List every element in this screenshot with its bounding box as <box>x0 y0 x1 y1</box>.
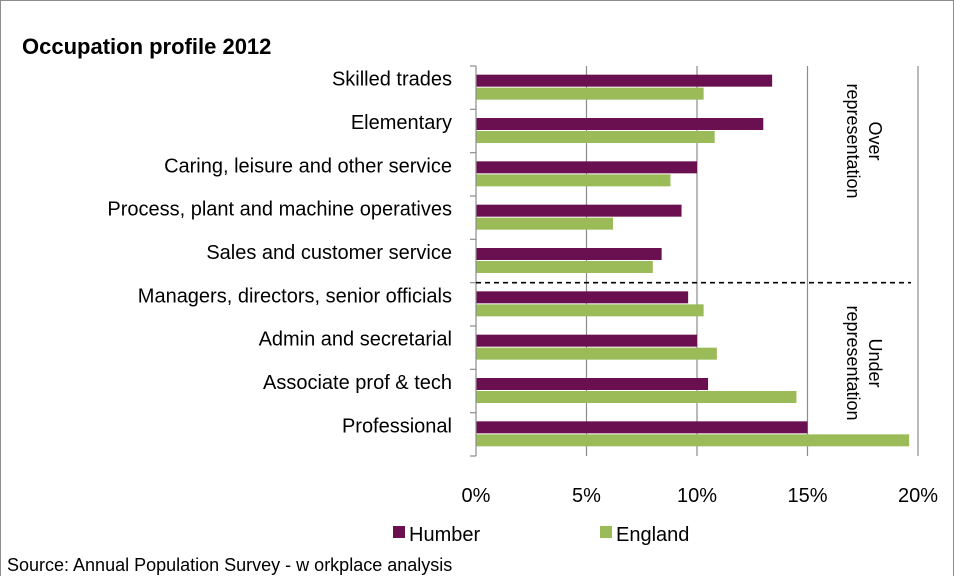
x-tick-label: 15% <box>787 485 827 507</box>
bars <box>476 74 910 447</box>
bar-england <box>476 304 704 317</box>
category-label: Caring, leisure and other service <box>164 155 452 177</box>
bar-humber <box>476 334 697 347</box>
category-label: Managers, directors, senior officials <box>138 285 452 307</box>
bar-humber <box>476 291 689 304</box>
category-label: Elementary <box>351 112 452 134</box>
bar-england <box>476 261 653 273</box>
bar-humber <box>476 118 764 130</box>
bar-england <box>476 87 704 100</box>
x-tick-label: 20% <box>898 485 938 507</box>
over-label-line2: representation <box>843 83 863 198</box>
bar-england <box>476 217 614 230</box>
representation-annotations: Over representation Under representation <box>476 83 911 421</box>
bar-humber <box>476 378 709 390</box>
bar-england <box>476 391 797 403</box>
legend-label-england: England <box>616 524 689 546</box>
over-label-line1: Over <box>865 121 885 160</box>
under-label-line1: Under <box>865 338 885 387</box>
legend-swatch-england <box>600 526 612 538</box>
category-label: Skilled trades <box>332 69 452 91</box>
bar-humber <box>476 248 662 260</box>
bar-england <box>476 347 717 360</box>
x-tick-label: 10% <box>677 485 717 507</box>
bar-england <box>476 434 910 447</box>
category-label: Admin and secretarial <box>259 329 452 351</box>
legend-label-humber: Humber <box>409 524 480 546</box>
bar-england <box>476 174 671 187</box>
bar-england <box>476 131 715 143</box>
chart-title: Occupation profile 2012 <box>22 34 271 59</box>
bar-humber <box>476 421 808 434</box>
source-note: Source: Annual Population Survey - w ork… <box>7 555 452 575</box>
x-tick-label: 5% <box>572 485 601 507</box>
category-label: Professional <box>342 415 452 437</box>
x-axis-ticks: 0% 5% 10% 15% 20% <box>462 485 939 507</box>
bar-humber <box>476 74 773 87</box>
category-label: Process, plant and machine operatives <box>107 199 452 221</box>
y-axis: Skilled trades Elementary Caring, leisure … <box>107 65 477 457</box>
category-label: Associate prof & tech <box>263 372 452 394</box>
bar-humber <box>476 161 697 174</box>
x-tick-label: 0% <box>462 485 491 507</box>
under-label-line2: representation <box>843 305 863 420</box>
legend: Humber England <box>393 524 689 546</box>
legend-swatch-humber <box>393 526 405 538</box>
category-label: Sales and customer service <box>206 242 452 264</box>
bar-humber <box>476 204 682 217</box>
